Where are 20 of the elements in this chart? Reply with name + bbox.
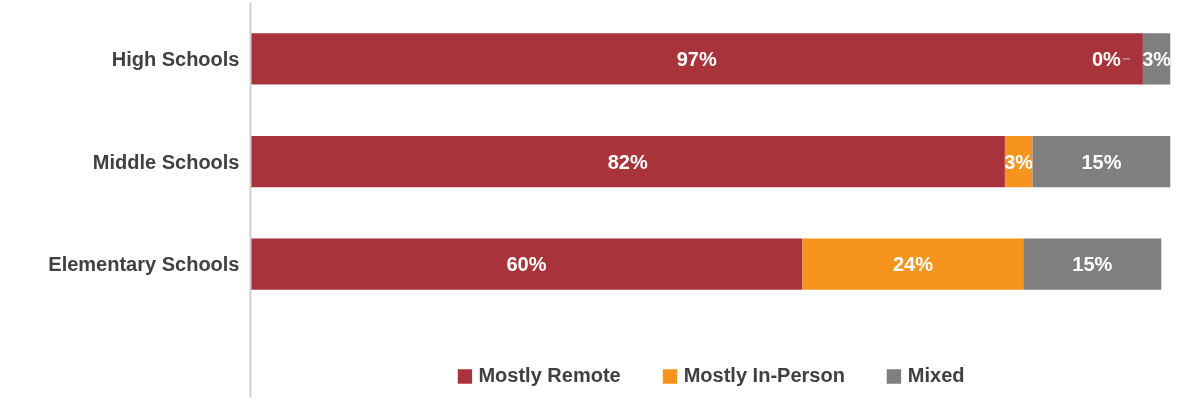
data-label: 3%	[1004, 150, 1034, 173]
data-label: 15%	[1081, 150, 1122, 173]
bar	[802, 238, 1024, 290]
legend-label: Mixed	[907, 364, 965, 387]
bar	[250, 33, 1143, 85]
data-label: 0%	[1091, 47, 1122, 70]
bar	[250, 238, 803, 290]
y-tick-label: Middle Schools	[92, 150, 240, 173]
y-tick-label: Elementary Schools	[48, 253, 240, 276]
bar	[250, 135, 1005, 188]
data-label: 82%	[607, 150, 648, 173]
data-label: 97%	[676, 47, 717, 70]
legend-label: Mostly Remote	[478, 364, 621, 387]
y-tick-label: High Schools	[111, 47, 240, 70]
legend-label: Mostly In-Person	[683, 364, 845, 387]
data-label: 24%	[892, 253, 934, 276]
bar	[1023, 238, 1162, 290]
data-label: 60%	[506, 253, 547, 276]
bar	[1032, 135, 1171, 188]
data-label: 15%	[1072, 253, 1113, 276]
